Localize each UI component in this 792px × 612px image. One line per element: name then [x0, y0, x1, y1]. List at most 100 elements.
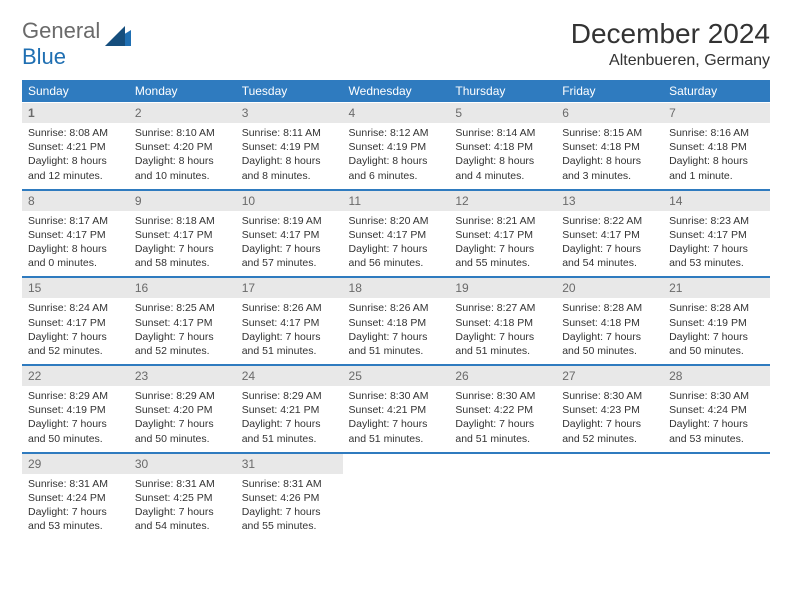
sunrise-text: Sunrise: 8:31 AM — [135, 477, 230, 491]
daylight-line2: and 1 minute. — [669, 169, 764, 183]
daylight-line1: Daylight: 7 hours — [242, 417, 337, 431]
weekday-saturday: Saturday — [663, 80, 770, 103]
daylight-line2: and 55 minutes. — [455, 256, 550, 270]
sunrise-text: Sunrise: 8:28 AM — [562, 301, 657, 315]
daylight-line2: and 10 minutes. — [135, 169, 230, 183]
daylight-line2: and 52 minutes. — [562, 432, 657, 446]
day-number: 3 — [236, 103, 343, 124]
calendar-table: Sunday Monday Tuesday Wednesday Thursday… — [22, 80, 770, 539]
day-number: 7 — [663, 103, 770, 124]
weekday-thursday: Thursday — [449, 80, 556, 103]
sunrise-text: Sunrise: 8:18 AM — [135, 214, 230, 228]
day-cell: Sunrise: 8:21 AMSunset: 4:17 PMDaylight:… — [449, 211, 556, 278]
day-number — [663, 453, 770, 474]
weekday-monday: Monday — [129, 80, 236, 103]
sunrise-text: Sunrise: 8:20 AM — [349, 214, 444, 228]
sunrise-text: Sunrise: 8:27 AM — [455, 301, 550, 315]
sunrise-text: Sunrise: 8:28 AM — [669, 301, 764, 315]
daylight-line2: and 51 minutes. — [455, 344, 550, 358]
sunrise-text: Sunrise: 8:08 AM — [28, 126, 123, 140]
day-number: 28 — [663, 365, 770, 386]
day-number: 21 — [663, 277, 770, 298]
daylight-line1: Daylight: 7 hours — [562, 330, 657, 344]
day-cell: Sunrise: 8:30 AMSunset: 4:23 PMDaylight:… — [556, 386, 663, 453]
sunset-text: Sunset: 4:19 PM — [669, 316, 764, 330]
title-block: December 2024 Altenbueren, Germany — [571, 18, 770, 70]
day-cell: Sunrise: 8:18 AMSunset: 4:17 PMDaylight:… — [129, 211, 236, 278]
sunrise-text: Sunrise: 8:29 AM — [28, 389, 123, 403]
daylight-line1: Daylight: 8 hours — [28, 154, 123, 168]
sunrise-text: Sunrise: 8:30 AM — [455, 389, 550, 403]
logo-general: General — [22, 18, 100, 43]
day-cell: Sunrise: 8:30 AMSunset: 4:24 PMDaylight:… — [663, 386, 770, 453]
daylight-line1: Daylight: 7 hours — [349, 417, 444, 431]
sunrise-text: Sunrise: 8:29 AM — [242, 389, 337, 403]
day-cell: Sunrise: 8:11 AMSunset: 4:19 PMDaylight:… — [236, 123, 343, 190]
daylight-line2: and 53 minutes. — [669, 432, 764, 446]
day-data-row: Sunrise: 8:29 AMSunset: 4:19 PMDaylight:… — [22, 386, 770, 453]
daylight-line1: Daylight: 7 hours — [28, 330, 123, 344]
day-cell: Sunrise: 8:31 AMSunset: 4:24 PMDaylight:… — [22, 474, 129, 540]
day-data-row: Sunrise: 8:31 AMSunset: 4:24 PMDaylight:… — [22, 474, 770, 540]
daylight-line2: and 52 minutes. — [28, 344, 123, 358]
day-number — [343, 453, 450, 474]
sunrise-text: Sunrise: 8:31 AM — [242, 477, 337, 491]
daylight-line2: and 3 minutes. — [562, 169, 657, 183]
sunset-text: Sunset: 4:23 PM — [562, 403, 657, 417]
daylight-line2: and 4 minutes. — [455, 169, 550, 183]
header: General Blue December 2024 Altenbueren, … — [22, 18, 770, 70]
day-number: 5 — [449, 103, 556, 124]
day-number: 22 — [22, 365, 129, 386]
sunset-text: Sunset: 4:18 PM — [562, 316, 657, 330]
day-number: 20 — [556, 277, 663, 298]
daylight-line1: Daylight: 7 hours — [562, 242, 657, 256]
sunset-text: Sunset: 4:17 PM — [349, 228, 444, 242]
sunset-text: Sunset: 4:18 PM — [562, 140, 657, 154]
day-cell: Sunrise: 8:29 AMSunset: 4:20 PMDaylight:… — [129, 386, 236, 453]
sunset-text: Sunset: 4:22 PM — [455, 403, 550, 417]
daylight-line1: Daylight: 7 hours — [455, 242, 550, 256]
daylight-line2: and 57 minutes. — [242, 256, 337, 270]
daylight-line2: and 50 minutes. — [28, 432, 123, 446]
day-number: 15 — [22, 277, 129, 298]
daylight-line2: and 51 minutes. — [242, 432, 337, 446]
daylight-line1: Daylight: 7 hours — [349, 242, 444, 256]
sunrise-text: Sunrise: 8:30 AM — [562, 389, 657, 403]
logo-blue: Blue — [22, 44, 66, 69]
logo-triangle-icon — [105, 26, 131, 46]
day-data-row: Sunrise: 8:17 AMSunset: 4:17 PMDaylight:… — [22, 211, 770, 278]
sunset-text: Sunset: 4:17 PM — [135, 316, 230, 330]
daylight-line2: and 51 minutes. — [349, 344, 444, 358]
day-cell: Sunrise: 8:28 AMSunset: 4:18 PMDaylight:… — [556, 298, 663, 365]
day-data-row: Sunrise: 8:24 AMSunset: 4:17 PMDaylight:… — [22, 298, 770, 365]
sunset-text: Sunset: 4:21 PM — [28, 140, 123, 154]
day-cell: Sunrise: 8:28 AMSunset: 4:19 PMDaylight:… — [663, 298, 770, 365]
daylight-line2: and 56 minutes. — [349, 256, 444, 270]
calendar-page: General Blue December 2024 Altenbueren, … — [0, 0, 792, 557]
day-number — [556, 453, 663, 474]
day-cell: Sunrise: 8:26 AMSunset: 4:18 PMDaylight:… — [343, 298, 450, 365]
sunrise-text: Sunrise: 8:26 AM — [242, 301, 337, 315]
day-cell: Sunrise: 8:22 AMSunset: 4:17 PMDaylight:… — [556, 211, 663, 278]
daylight-line2: and 50 minutes. — [669, 344, 764, 358]
day-number: 18 — [343, 277, 450, 298]
daylight-line2: and 51 minutes. — [455, 432, 550, 446]
sunrise-text: Sunrise: 8:10 AM — [135, 126, 230, 140]
daylight-line2: and 51 minutes. — [242, 344, 337, 358]
daylight-line1: Daylight: 8 hours — [135, 154, 230, 168]
daylight-line2: and 54 minutes. — [562, 256, 657, 270]
sunrise-text: Sunrise: 8:17 AM — [28, 214, 123, 228]
sunset-text: Sunset: 4:24 PM — [669, 403, 764, 417]
daynum-row: 293031 — [22, 453, 770, 474]
day-number: 2 — [129, 103, 236, 124]
day-cell: Sunrise: 8:30 AMSunset: 4:21 PMDaylight:… — [343, 386, 450, 453]
daylight-line2: and 50 minutes. — [135, 432, 230, 446]
daylight-line1: Daylight: 7 hours — [28, 505, 123, 519]
daylight-line1: Daylight: 7 hours — [455, 330, 550, 344]
day-cell: Sunrise: 8:19 AMSunset: 4:17 PMDaylight:… — [236, 211, 343, 278]
sunrise-text: Sunrise: 8:22 AM — [562, 214, 657, 228]
day-cell: Sunrise: 8:26 AMSunset: 4:17 PMDaylight:… — [236, 298, 343, 365]
day-cell: Sunrise: 8:31 AMSunset: 4:25 PMDaylight:… — [129, 474, 236, 540]
day-cell — [663, 474, 770, 540]
day-cell: Sunrise: 8:31 AMSunset: 4:26 PMDaylight:… — [236, 474, 343, 540]
